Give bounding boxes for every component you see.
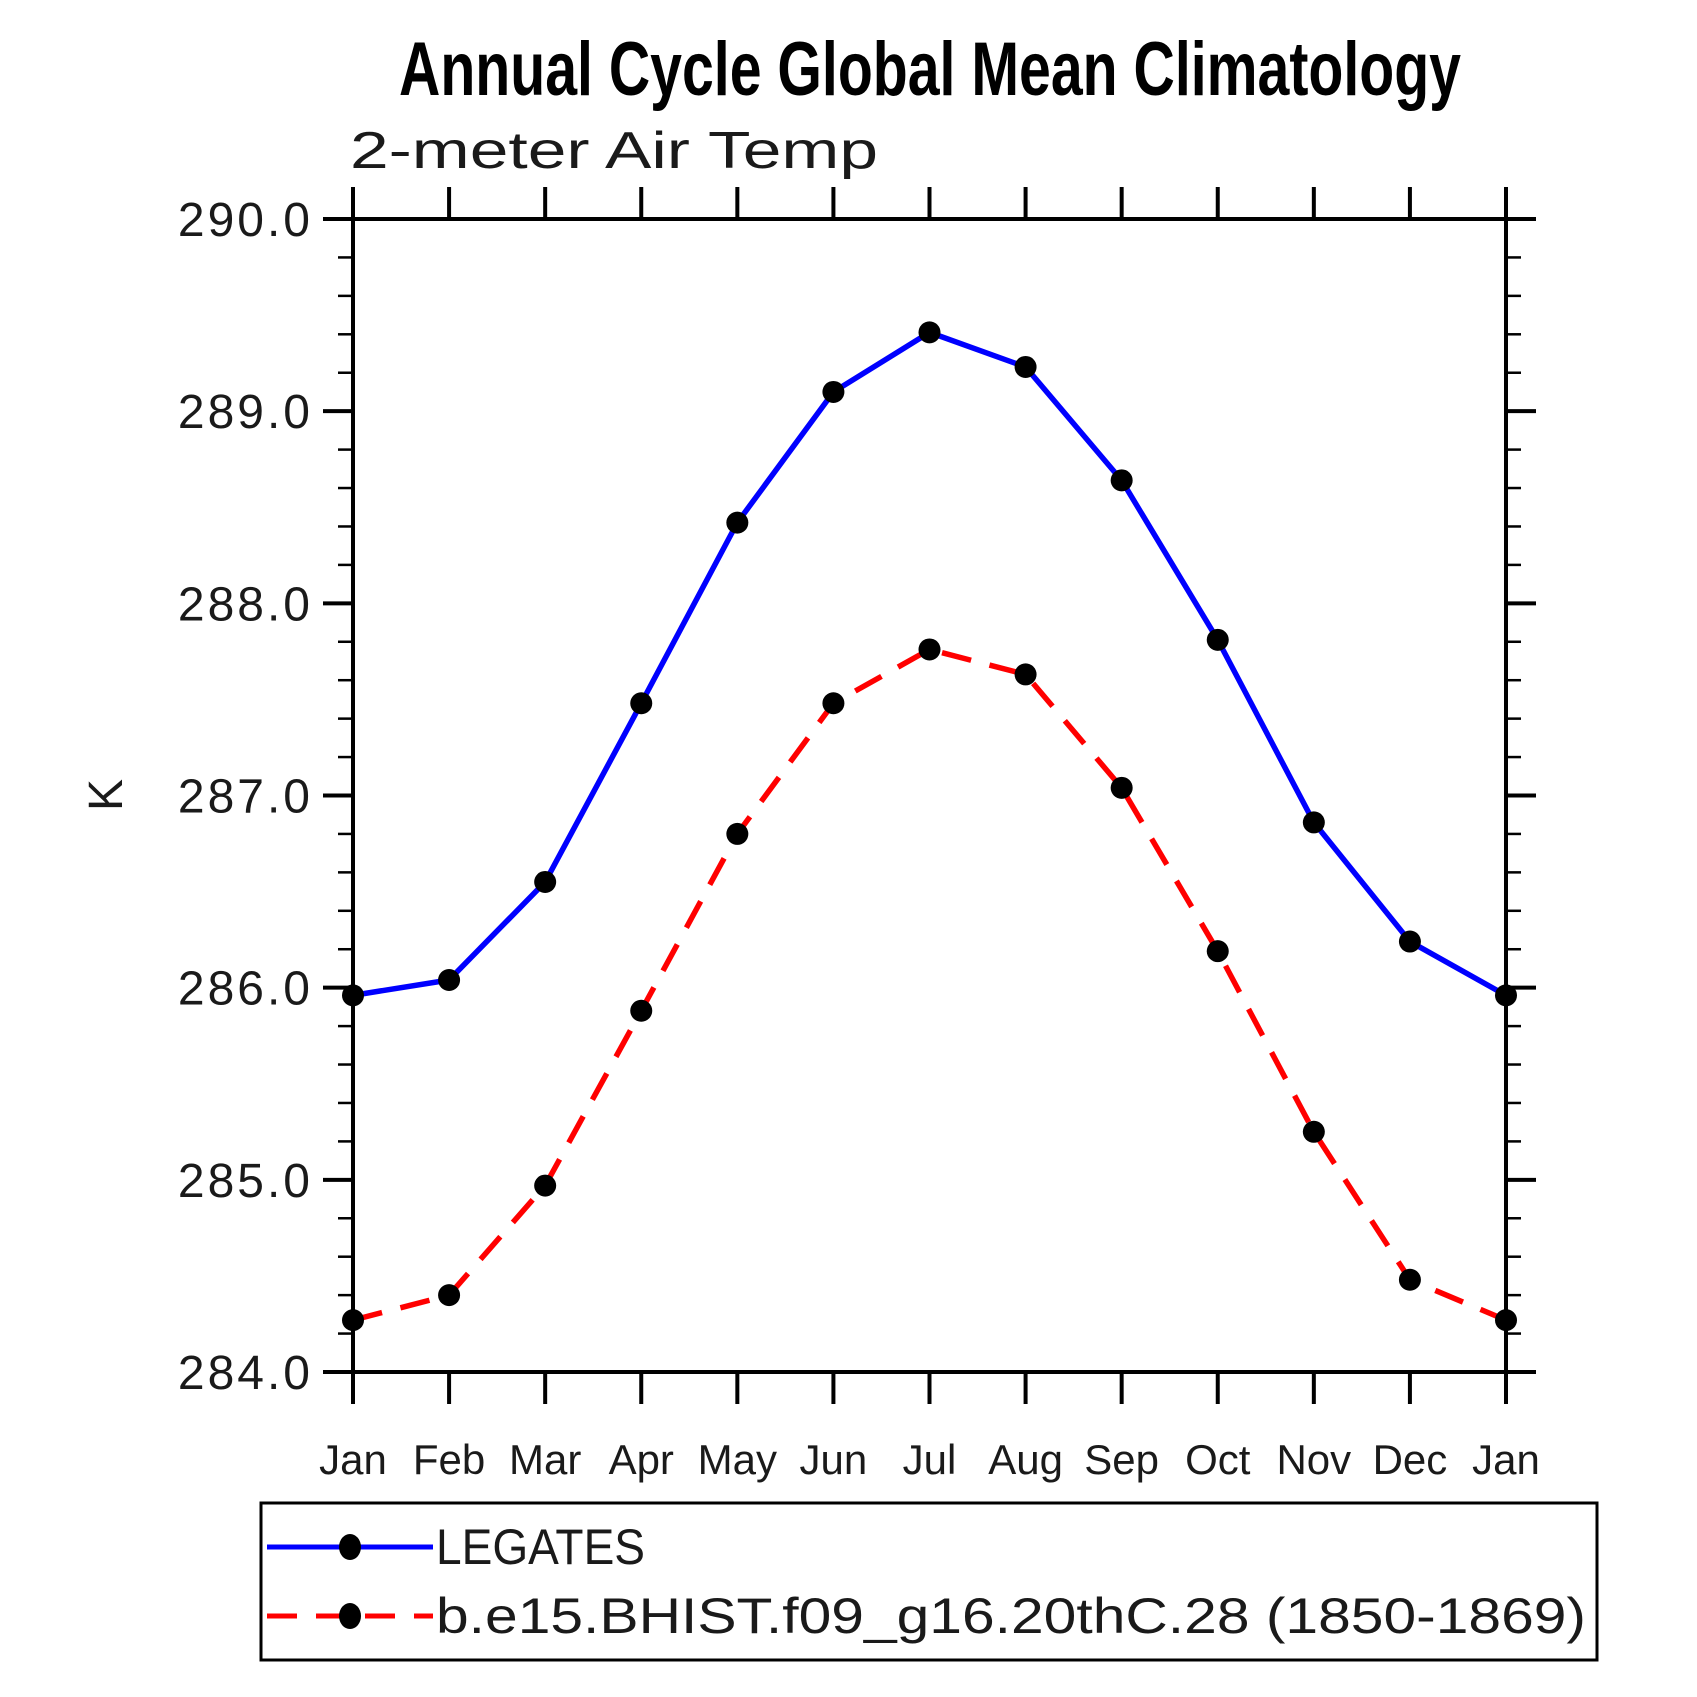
y-tick-label: 285.0 <box>178 1155 313 1208</box>
legend-samples <box>267 1534 433 1629</box>
series-line-1 <box>352 646 1508 1323</box>
series-1-marker-apr <box>630 999 653 1022</box>
y-tick-label: 287.0 <box>178 771 313 824</box>
y-axis-unit-label: K <box>80 779 133 811</box>
y-tick-label: 288.0 <box>178 578 313 631</box>
x-tick-label: Nov <box>1276 1436 1351 1483</box>
series-1-marker-aug <box>1014 663 1037 686</box>
data-series <box>342 321 1517 1332</box>
chart-subtitle: 2-meter Air Temp <box>350 122 878 180</box>
series-0-marker-nov <box>1302 811 1325 834</box>
series-1-marker-nov <box>1302 1120 1325 1143</box>
y-tick-label: 286.0 <box>178 963 313 1016</box>
plot-frame <box>351 217 1508 1374</box>
series-1-marker-may <box>726 822 749 845</box>
legend-sample-marker-0 <box>339 1534 361 1560</box>
x-tick-label: Jan <box>1472 1436 1540 1483</box>
legend-sample-marker-1 <box>339 1603 361 1629</box>
series-1-marker-sep <box>1110 776 1133 799</box>
series-0-marker-dec <box>1398 930 1421 953</box>
x-tick-label: Mar <box>509 1436 581 1483</box>
x-tick-label: Jun <box>800 1436 868 1483</box>
legend-box: LEGATES b.e15.BHIST.f09_g16.20thC.28 (18… <box>259 1501 1599 1662</box>
y-tick-label: 284.0 <box>178 1347 313 1400</box>
series-1-marker-jul <box>918 638 941 661</box>
series-1-marker-jan <box>1495 1309 1517 1332</box>
series-1-marker-jan <box>342 1309 364 1332</box>
series-0-marker-jan <box>1495 984 1517 1007</box>
series-0-marker-aug <box>1014 355 1037 378</box>
x-tick-label: Dec <box>1373 1436 1448 1483</box>
series-0-marker-jul <box>918 321 941 344</box>
chart-title: Annual Cycle Global Mean Climatology <box>399 27 1461 112</box>
series-0-marker-jun <box>822 380 845 403</box>
x-tick-label: Sep <box>1084 1436 1159 1483</box>
series-1-marker-mar <box>534 1174 557 1197</box>
series-1-marker-jun <box>822 692 845 715</box>
x-tick-label: Jan <box>319 1436 387 1483</box>
x-tick-label: Feb <box>413 1436 485 1483</box>
x-tick-label: Apr <box>609 1436 674 1483</box>
x-tick-label: Aug <box>988 1436 1063 1483</box>
series-0-marker-mar <box>534 870 557 893</box>
legend-label-legates: LEGATES <box>436 1519 645 1575</box>
legend-label-model-run: b.e15.BHIST.f09_g16.20thC.28 (1850-1869) <box>436 1588 1586 1644</box>
series-1-marker-dec <box>1398 1268 1421 1291</box>
x-tick-label: May <box>698 1436 777 1483</box>
series-0-marker-may <box>726 511 749 534</box>
x-tick-label: Oct <box>1185 1436 1251 1483</box>
series-0-marker-oct <box>1206 628 1229 651</box>
series-1-marker-feb <box>438 1284 461 1307</box>
legend-frame <box>259 1501 1599 1662</box>
series-0-marker-sep <box>1110 469 1133 492</box>
series-1-marker-oct <box>1206 940 1229 963</box>
series-0-marker-jan <box>342 984 364 1007</box>
y-tick-label: 290.0 <box>178 194 313 247</box>
series-0-marker-apr <box>630 692 653 715</box>
series-0-marker-feb <box>438 968 461 991</box>
x-tick-label: Jul <box>903 1436 957 1483</box>
series-line-0 <box>352 329 1508 999</box>
y-tick-label: 289.0 <box>178 386 313 439</box>
